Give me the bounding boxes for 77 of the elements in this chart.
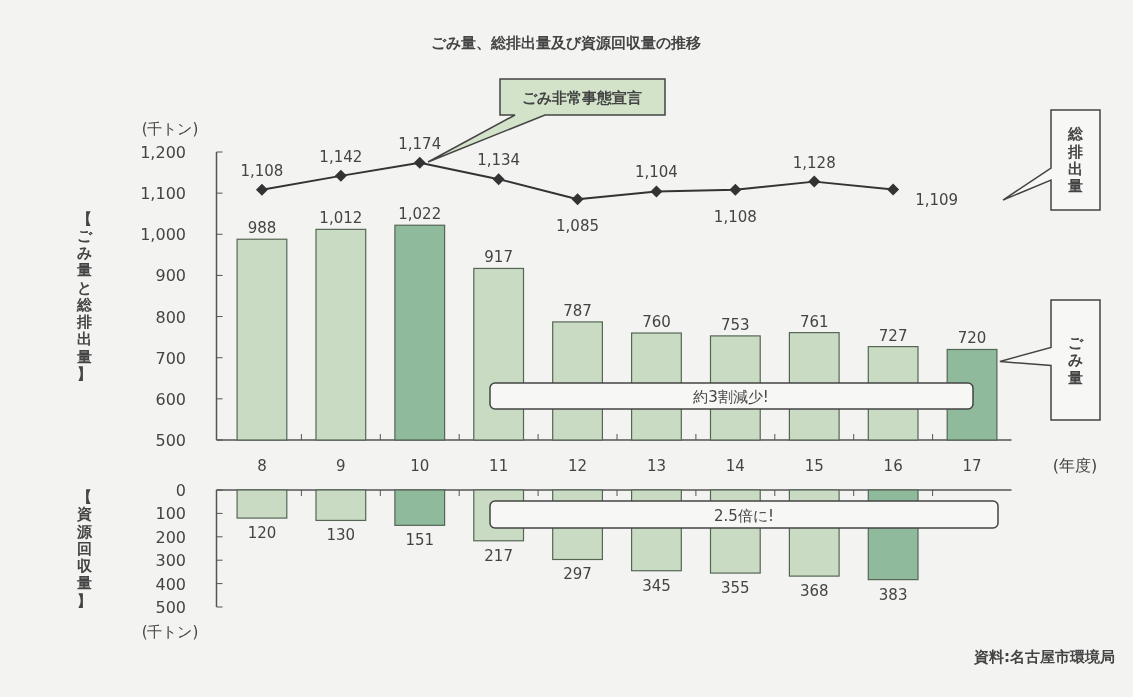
- y-tick-label: 200: [155, 527, 186, 547]
- data-label: 355: [721, 579, 750, 598]
- bar: [394, 489, 446, 526]
- data-label: 1,109: [915, 191, 959, 210]
- point: [571, 193, 584, 206]
- point: [334, 169, 347, 182]
- data-label: 761: [799, 312, 829, 331]
- text: (千トン): [141, 120, 199, 138]
- bar: [315, 489, 367, 522]
- text: (千トン): [141, 623, 199, 641]
- data-label: 988: [247, 219, 277, 238]
- data-label: 1,174: [398, 134, 442, 153]
- annotation: 2.5倍に!: [714, 507, 774, 525]
- y-tick-label: 500: [155, 431, 186, 450]
- data-label: 727: [878, 326, 908, 345]
- annotation: 約3割減少!: [693, 388, 769, 406]
- data-label: 1,134: [477, 151, 521, 170]
- data-label: 1,085: [556, 217, 600, 236]
- chart-title: ごみ量、総排出量及び資源回収量の推移: [431, 34, 701, 52]
- point: [255, 183, 268, 196]
- y-axis-title: 【資源回収量】: [75, 488, 93, 610]
- data-label: 297: [563, 565, 592, 584]
- data-label: 1,108: [240, 161, 284, 180]
- x-tick-label: 8: [257, 457, 267, 475]
- callout-series-name: 総排出量: [1002, 109, 1101, 211]
- x-tick-label: 16: [883, 457, 903, 475]
- point: [729, 183, 742, 196]
- y-tick-label: 300: [155, 551, 186, 571]
- data-label: 720: [957, 329, 987, 348]
- data-label: 345: [642, 576, 671, 595]
- x-tick-label: 10: [410, 457, 430, 475]
- bar: [236, 489, 288, 519]
- data-label: 787: [563, 301, 592, 320]
- y-tick-label: 600: [155, 389, 186, 409]
- point: [887, 183, 900, 196]
- y-tick-label: 700: [155, 348, 186, 368]
- data-label: 753: [721, 315, 750, 334]
- y-tick-label: 100: [155, 504, 186, 524]
- y-tick-label: 900: [155, 266, 186, 286]
- note-box: 約3割減少!: [489, 382, 974, 410]
- data-label: 1,108: [713, 207, 757, 226]
- data-label: 1,104: [634, 163, 678, 182]
- x-tick-label: 17: [962, 457, 982, 475]
- data-label: 760: [642, 313, 671, 332]
- data-label: 120: [247, 524, 277, 543]
- callout-series-name: ごみ量: [999, 299, 1101, 421]
- data-label: 217: [484, 546, 513, 565]
- y-tick-label: 0: [175, 481, 186, 500]
- y-tick-label: 1,200: [140, 143, 186, 162]
- x-tick-label: 15: [804, 457, 824, 475]
- x-tick-label: 11: [489, 457, 509, 475]
- x-tick-label: 13: [646, 457, 666, 475]
- point: [492, 173, 505, 186]
- data-label: 1,022: [398, 205, 442, 224]
- data-label: 1,012: [319, 209, 363, 228]
- data-label: 1,142: [319, 147, 363, 166]
- text: 【ごみ量と総排出量】: [76, 209, 92, 383]
- data-label: 130: [326, 526, 356, 545]
- y-tick-label: 1,100: [140, 184, 186, 204]
- data-label: 383: [878, 585, 908, 604]
- x-axis-title: (年度): [1052, 456, 1098, 475]
- y-tick-label: 500: [155, 598, 186, 617]
- text: 資料:名古屋市環境局: [973, 648, 1115, 666]
- y-tick-label: 800: [155, 307, 186, 327]
- x-tick-label: 9: [336, 457, 346, 475]
- y-tick-label: 1,000: [140, 225, 186, 245]
- note-box: 2.5倍に!: [489, 500, 999, 529]
- data-label: 917: [484, 248, 513, 267]
- data-label: 1,128: [792, 153, 836, 172]
- point: [413, 156, 426, 169]
- y-tick-label: 400: [155, 574, 186, 594]
- data-label: 368: [799, 582, 829, 601]
- x-tick-label: 14: [725, 457, 745, 475]
- point: [808, 175, 821, 188]
- point: [650, 185, 663, 198]
- x-tick-label: 12: [568, 457, 588, 475]
- data-label: 151: [405, 531, 435, 550]
